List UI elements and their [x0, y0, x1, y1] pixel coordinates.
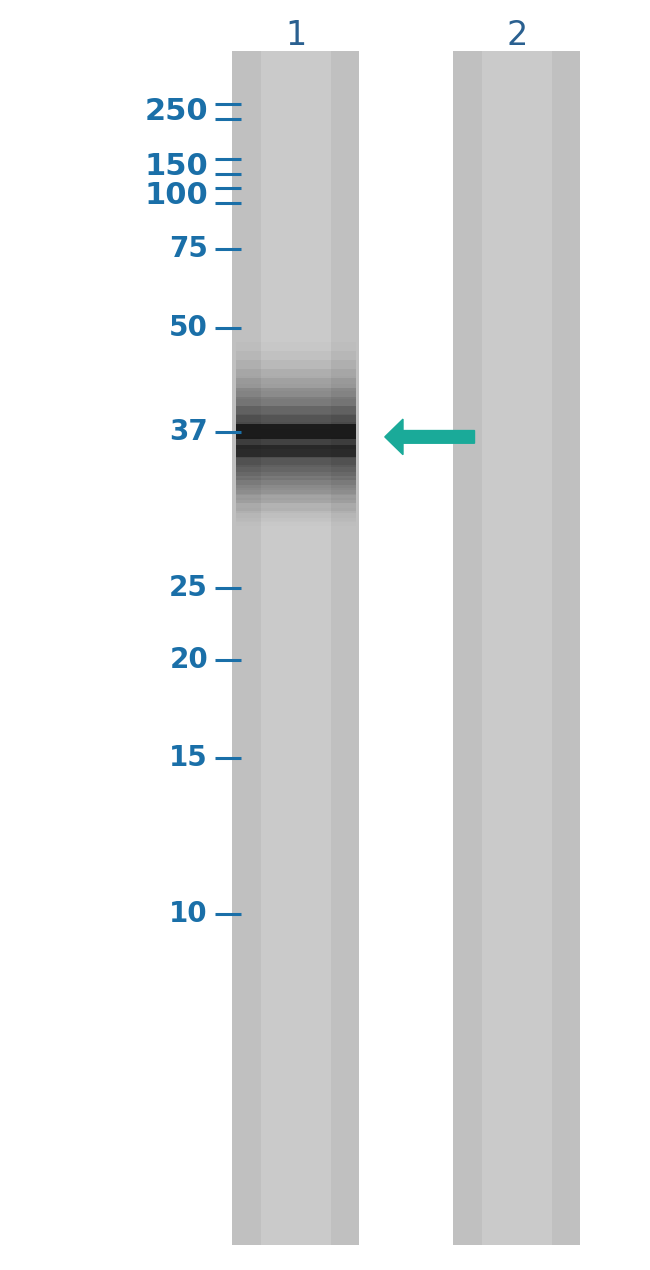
- Bar: [235, 406, 356, 457]
- Bar: [235, 424, 356, 439]
- Bar: [233, 51, 359, 1245]
- Bar: [235, 508, 356, 521]
- Bar: [235, 444, 356, 457]
- Bar: [235, 370, 356, 494]
- Text: 100: 100: [144, 182, 208, 210]
- Bar: [235, 387, 356, 476]
- FancyArrow shape: [385, 419, 474, 455]
- Bar: [235, 478, 356, 490]
- Text: 1: 1: [285, 19, 306, 52]
- Text: 15: 15: [169, 744, 208, 772]
- Bar: [235, 361, 356, 503]
- Bar: [235, 406, 356, 495]
- Text: 37: 37: [169, 418, 208, 446]
- Text: 10: 10: [170, 900, 208, 928]
- Bar: [482, 51, 552, 1245]
- Bar: [235, 488, 356, 500]
- Bar: [235, 351, 356, 513]
- Bar: [235, 444, 356, 457]
- Bar: [235, 376, 356, 526]
- Text: 20: 20: [169, 646, 208, 674]
- Bar: [235, 422, 356, 480]
- Bar: [235, 424, 356, 439]
- Bar: [235, 399, 356, 503]
- Bar: [235, 342, 356, 522]
- Bar: [235, 467, 356, 480]
- Bar: [235, 498, 356, 511]
- Bar: [235, 378, 356, 485]
- Bar: [454, 51, 580, 1245]
- Bar: [235, 437, 356, 465]
- Bar: [235, 429, 356, 472]
- Text: 25: 25: [169, 574, 208, 602]
- Text: 150: 150: [144, 152, 208, 180]
- Text: 2: 2: [506, 19, 527, 52]
- Bar: [261, 51, 331, 1245]
- Bar: [235, 396, 356, 467]
- Text: 50: 50: [169, 314, 208, 342]
- Bar: [235, 415, 356, 448]
- Bar: [235, 414, 356, 488]
- Text: 250: 250: [144, 98, 208, 126]
- Text: 75: 75: [169, 235, 208, 263]
- Bar: [235, 391, 356, 511]
- Bar: [235, 384, 356, 518]
